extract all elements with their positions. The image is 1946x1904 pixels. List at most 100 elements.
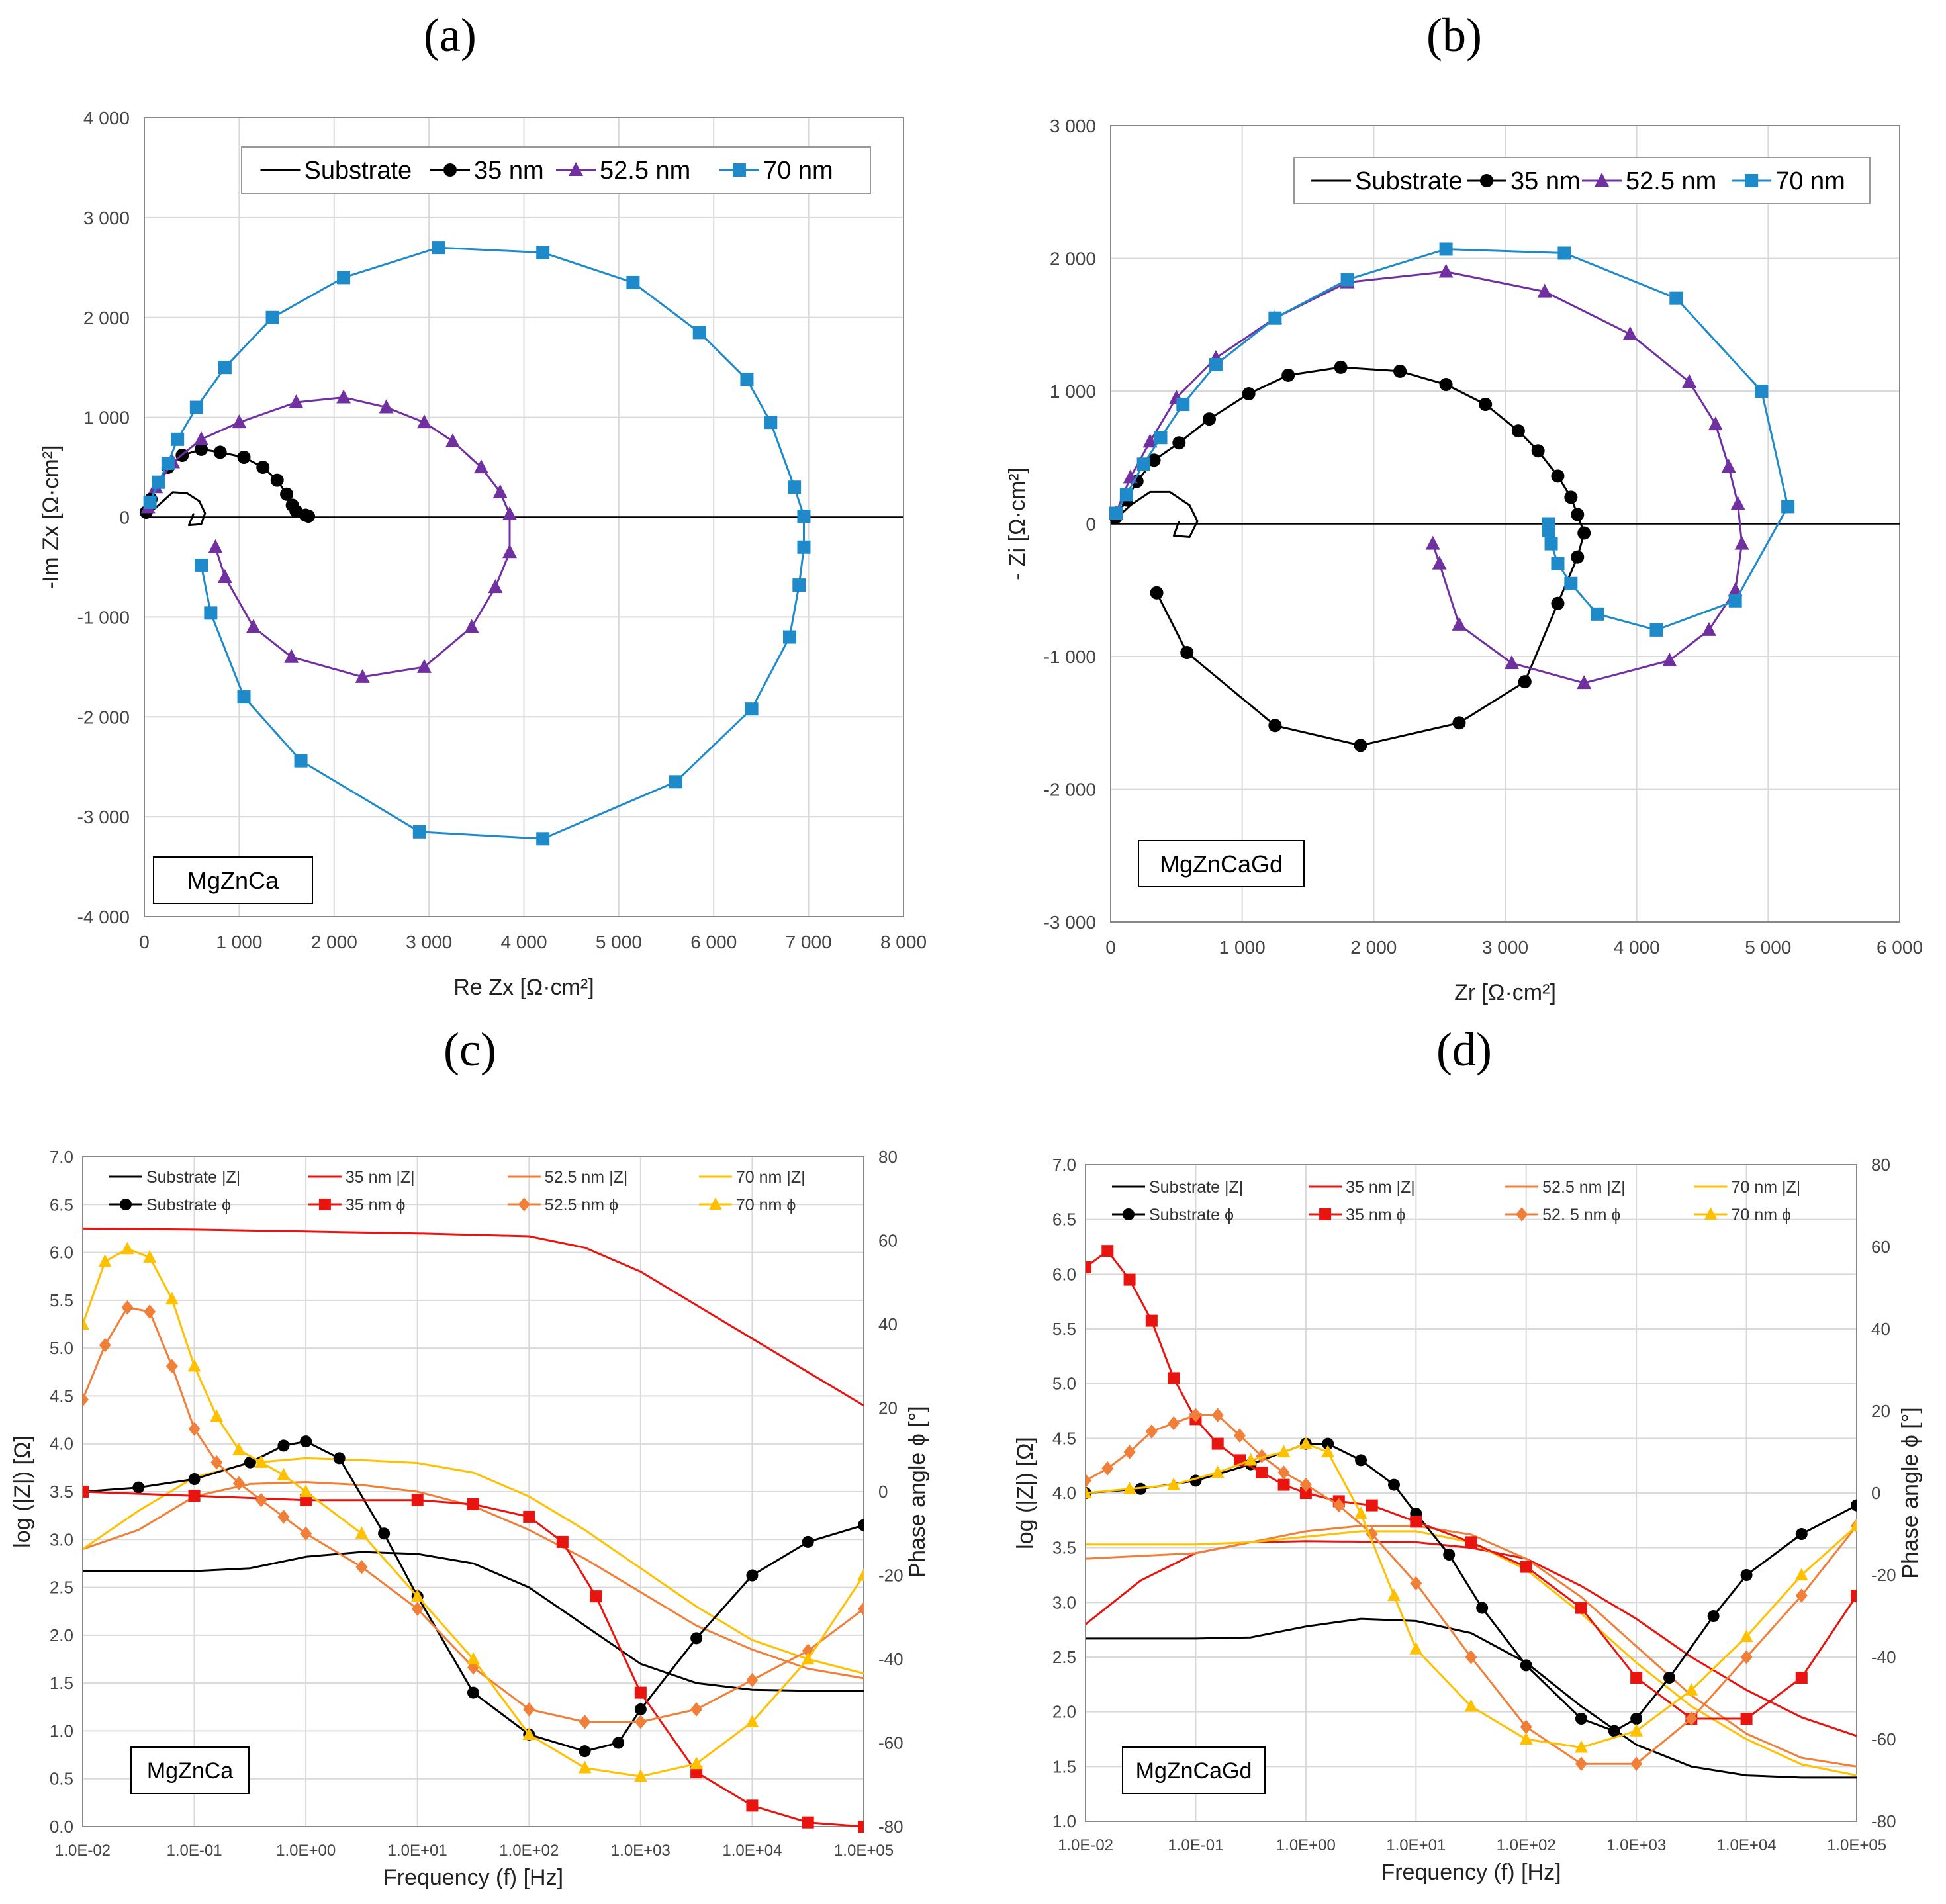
data-point [237,690,251,704]
y-tick-label: 5.0 [1052,1374,1076,1394]
x-tick-label: 7 000 [786,932,832,952]
data-point [1708,416,1723,431]
data-point [1520,1659,1532,1672]
x-tick-label: 4 000 [1614,937,1660,958]
data-point [1211,1465,1225,1478]
data-point [1728,594,1742,608]
legend-label: 70 nm |Z| [1732,1178,1801,1197]
data-point [1551,469,1565,483]
y2-tick-label: -40 [878,1649,904,1669]
data-point [522,1727,536,1740]
data-point [1511,424,1525,438]
data-point [1630,1756,1643,1771]
material-label: MgZnCaGd [1160,850,1283,878]
data-point [1662,653,1677,667]
data-point [1734,535,1749,550]
y-tick-label: 2.0 [50,1625,73,1645]
data-point [277,1467,291,1480]
data-point [1551,557,1565,570]
data-point [1277,1445,1291,1458]
data-point [1354,739,1367,752]
y2-tick-label: 40 [1871,1319,1890,1339]
data-point [1203,412,1216,426]
data-point [1721,459,1736,473]
data-point [1387,1588,1401,1602]
data-point [467,1498,479,1510]
data-point [1086,1486,1092,1499]
data-point [1086,1473,1091,1488]
data-point [590,1590,602,1603]
x-tick-label: 5 000 [1745,937,1791,958]
data-point [1340,273,1354,287]
data-point [99,1337,111,1353]
data-point [1410,1516,1422,1528]
data-point [1334,360,1348,374]
data-point [412,825,426,839]
data-point [299,1484,313,1498]
data-point [1256,1467,1268,1478]
legend-label: 52.5 nm |Z| [1542,1178,1626,1197]
y-tick-label: 3 000 [83,208,130,228]
x-tick-label: 6 000 [1876,937,1923,958]
data-point [98,1254,112,1267]
legend-marker [1745,174,1759,187]
x-tick-label: 1.0E+01 [1386,1836,1446,1854]
series-Substrate [144,491,207,527]
legend-marker [318,1199,331,1210]
material-box [1138,840,1305,887]
data-point [378,1527,391,1540]
data-point [1518,675,1532,689]
y-tick-label: 2 000 [1050,249,1096,269]
legend-label: 52.5 nm ϕ [545,1196,618,1214]
data-point [1439,242,1453,256]
data-point [1649,623,1663,637]
x-tick-label: 3 000 [406,932,452,952]
data-point [121,1300,134,1315]
x-tick-label: 1.0E-01 [167,1842,222,1860]
data-point [411,1494,424,1506]
data-point [1730,496,1745,510]
series-line [1086,1414,1857,1765]
data-point [1851,1499,1857,1512]
y-tick-label: 0 [119,508,130,528]
series-35-nm [139,442,316,523]
data-point [1366,1499,1378,1512]
data-point [188,1490,201,1502]
legend-label: Substrate |Z| [1149,1178,1243,1197]
y-tick-label: 7.0 [50,1147,73,1167]
data-point [1109,506,1123,520]
data-point [1465,1650,1477,1664]
data-point [1355,1454,1367,1467]
series-70-nm [1109,242,1795,637]
data-point [1322,1437,1334,1450]
y-axis-label: log (|Z|) [Ω] [1013,1437,1038,1549]
y2-axis-label: Phase angle ϕ [°] [905,1406,930,1577]
y2-tick-label: -20 [1871,1565,1896,1585]
y2-tick-label: -60 [1871,1729,1896,1749]
y-axis-label: - Zi [Ω·cm²] [1005,467,1030,580]
data-point [1452,716,1466,730]
data-point [254,1455,268,1468]
panel-label-c: (c) [443,1023,496,1076]
data-point [1393,364,1407,378]
legend-marker [518,1197,530,1212]
data-point [208,539,223,553]
data-point [746,1569,759,1582]
data-point [797,509,811,523]
data-point [333,1452,346,1465]
data-point [1701,621,1716,636]
data-point [337,271,351,285]
x-tick-label: 1.0E+04 [1717,1836,1777,1854]
series-35-nm-ϕ [1086,1245,1857,1725]
data-point [1685,1711,1698,1726]
data-point [1740,1650,1753,1664]
y-tick-label: 3.5 [1052,1538,1076,1558]
data-point [1299,1487,1312,1499]
data-point [1685,1682,1698,1696]
data-point [556,1535,569,1548]
data-point [802,1535,814,1548]
data-point [195,558,208,572]
data-point [143,495,157,509]
legend-marker [1704,1207,1718,1220]
data-point [745,702,759,716]
